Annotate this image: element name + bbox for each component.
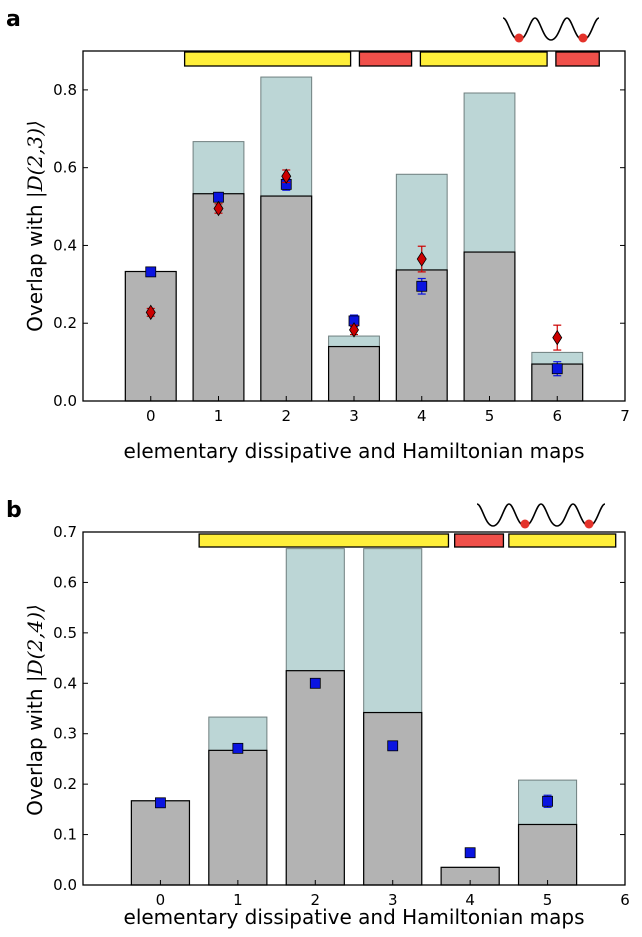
- a-x-axis-label: elementary dissipative and Hamiltonian m…: [124, 439, 585, 463]
- b-point-square-1: [232, 742, 244, 754]
- b-points: [155, 677, 553, 859]
- b-xtick-label-2: 2: [311, 891, 321, 909]
- b-ytick-label-2: 0.2: [53, 775, 77, 793]
- a-y-ticks: 0.0 0.2 0.4 0.6 0.8: [53, 81, 625, 410]
- b-plot-frame: [82, 531, 626, 886]
- a-bar-front-3: [327, 345, 381, 402]
- a-map-bars: [183, 51, 600, 67]
- panel-b: b 0 1 2 3 4 5 6 0.0 0.1 0.2 0.3 0.4 0.5 0.6 0.7 eleme…: [6, 498, 630, 929]
- a-point-diamond-6: [552, 329, 563, 346]
- b-point-square-2: [309, 677, 321, 689]
- a-xtick-label-1: 1: [214, 407, 224, 425]
- a-xtick-label-4: 4: [417, 407, 427, 425]
- a-ytick-label-3: 0.6: [53, 159, 77, 177]
- a-xtick-label-0: 0: [146, 407, 156, 425]
- a-xtick-label-5: 5: [485, 407, 495, 425]
- a-point-diamond-1: [213, 200, 224, 217]
- b-bar-front-1: [208, 749, 268, 886]
- b-ytick-label-0: 0.0: [53, 876, 77, 894]
- b-xtick-label-1: 1: [233, 891, 243, 909]
- a-ytick-label-4: 0.8: [53, 81, 77, 99]
- a-ytick-label-2: 0.4: [53, 236, 77, 254]
- b-xtick-label-6: 6: [620, 891, 630, 909]
- a-point-diamond-4: [416, 251, 427, 267]
- a-point-square-4: [416, 280, 428, 292]
- b-bar-front-0: [130, 800, 191, 886]
- b-x-axis-label: elementary dissipative and Hamiltonian m…: [124, 905, 585, 929]
- panel-a-letter: a: [6, 7, 21, 32]
- b-ytick-label-6: 0.6: [53, 573, 77, 591]
- a-point-square-1: [213, 191, 224, 203]
- b-y-axis-label: Overlap with |D(2,4)⟩: [23, 604, 48, 816]
- a-map-bar-0: [183, 51, 352, 67]
- a-points: [145, 168, 563, 377]
- b-x-ticks: 0 1 2 3 4 5 6: [156, 880, 630, 909]
- b-ytick-label-4: 0.4: [53, 674, 77, 692]
- potential-well-icon: [502, 17, 600, 43]
- panel-b-letter: b: [6, 498, 22, 523]
- b-point-square-3: [387, 740, 399, 752]
- a-ytick-label-1: 0.2: [53, 314, 77, 332]
- a-point-diamond-0: [145, 304, 156, 321]
- b-xtick-label-3: 3: [388, 891, 398, 909]
- a-xtick-label-6: 6: [552, 407, 562, 425]
- a-point-diamond-3: [349, 322, 359, 338]
- b-bar-front-2: [285, 670, 345, 886]
- b-bar-front-5: [517, 823, 578, 886]
- b-map-bars: [198, 533, 617, 548]
- b-ytick-label-1: 0.1: [53, 826, 77, 844]
- b-map-bar-0: [198, 533, 450, 548]
- b-bars-front: [130, 670, 578, 886]
- b-xtick-label-5: 5: [543, 891, 553, 909]
- b-bars-back: [130, 548, 578, 886]
- b-point-square-5: [542, 795, 553, 807]
- a-ytick-label-0: 0.0: [53, 392, 77, 410]
- a-xtick-label-7: 7: [620, 407, 630, 425]
- a-bar-front-1: [192, 193, 245, 402]
- a-bar-front-0: [124, 270, 177, 402]
- b-point-square-0: [155, 797, 166, 809]
- panel-a: a 0 1 2 3 4 5 6 7 0.0 0.2 0.4 0.6 0.8 elementary di…: [6, 7, 630, 463]
- potential-well-icon: [476, 503, 606, 529]
- b-ytick-label-3: 0.3: [53, 725, 77, 743]
- b-map-bar-1: [454, 533, 505, 548]
- b-bar-front-3: [363, 711, 423, 886]
- b-point-square-4: [464, 847, 476, 859]
- a-point-diamond-2: [281, 168, 292, 184]
- a-point-square-6: [551, 363, 563, 375]
- a-map-bar-2: [419, 51, 548, 67]
- a-point-square-0: [145, 266, 157, 278]
- b-ytick-label-7: 0.7: [53, 523, 77, 541]
- b-ytick-label-5: 0.5: [53, 624, 77, 642]
- b-xtick-label-4: 4: [465, 891, 475, 909]
- a-bar-front-5: [463, 251, 516, 402]
- a-xtick-label-3: 3: [349, 407, 359, 425]
- a-bar-front-2: [260, 195, 313, 402]
- b-xtick-label-0: 0: [156, 891, 166, 909]
- a-y-axis-label: Overlap with |D(2,3)⟩: [23, 120, 48, 332]
- a-xtick-label-2: 2: [281, 407, 291, 425]
- a-map-bar-3: [555, 51, 600, 67]
- a-map-bar-1: [358, 51, 413, 67]
- b-y-ticks: 0.0 0.1 0.2 0.3 0.4 0.5 0.6 0.7: [53, 523, 625, 894]
- b-map-bar-2: [508, 533, 617, 548]
- a-x-ticks: 0 1 2 3 4 5 6 7: [146, 396, 630, 425]
